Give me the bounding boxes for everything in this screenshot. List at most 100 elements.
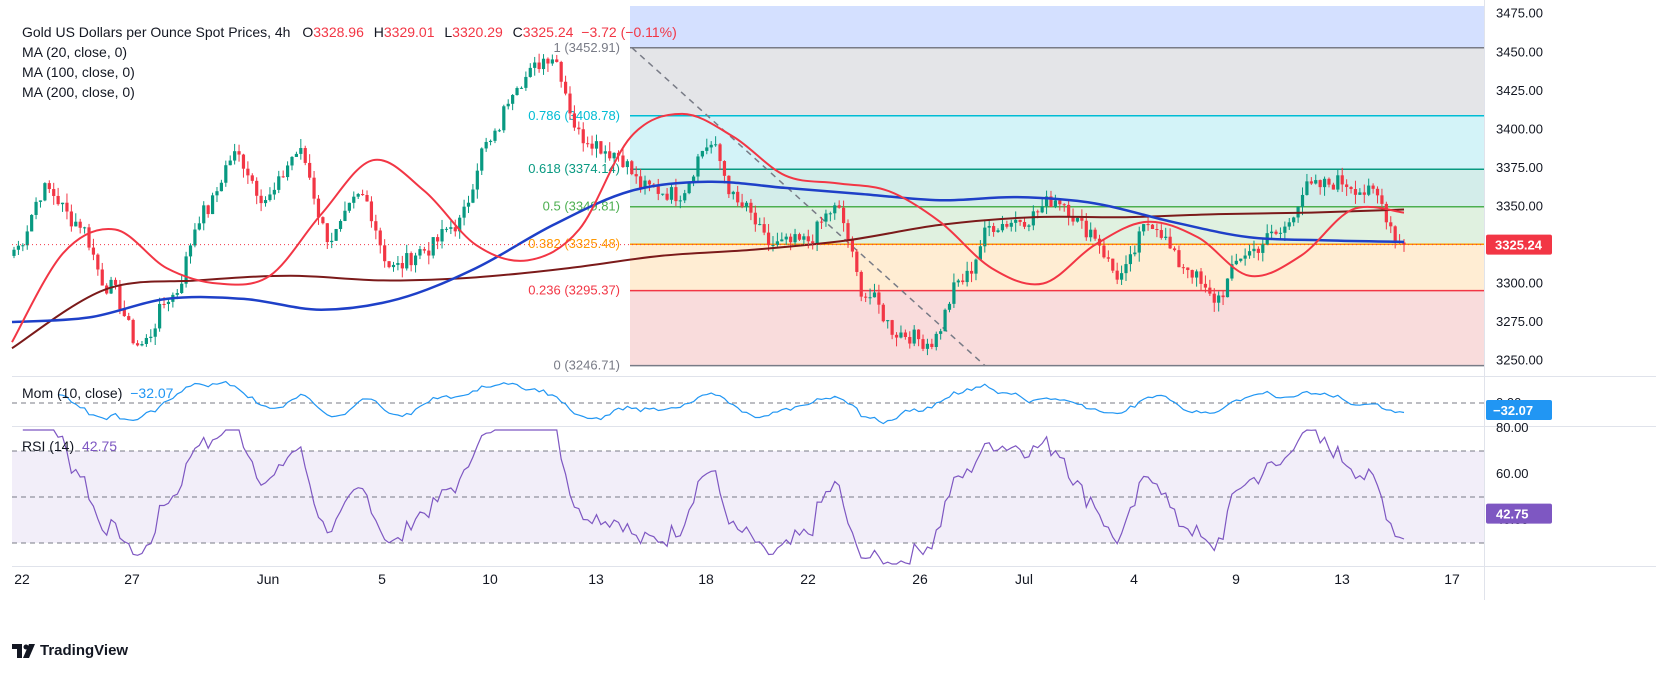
candle-body [846, 223, 850, 241]
candle-body [819, 221, 824, 223]
candle-body [925, 343, 930, 349]
candle-body [1384, 203, 1388, 223]
candle-body [1322, 178, 1327, 188]
indicator-ma20[interactable]: MA (20, close, 0) [22, 44, 128, 60]
candle-body [1327, 178, 1331, 185]
candle-body [1000, 223, 1005, 231]
candle-body [899, 332, 903, 338]
candle-body [559, 61, 563, 82]
candle-body [797, 234, 802, 240]
indicator-ma100[interactable]: MA (100, close, 0) [22, 64, 135, 80]
candle-body [34, 201, 38, 215]
candle-body [83, 227, 87, 229]
candle-body [714, 144, 718, 146]
time-tick-label: 9 [1232, 571, 1240, 587]
rsi-label: RSI (14) [22, 438, 75, 454]
candle-body [383, 245, 387, 262]
candle-body [758, 224, 762, 226]
time-tick-label: 10 [482, 571, 498, 587]
candle-body [153, 328, 157, 337]
candle-body [281, 176, 285, 178]
candle-body [753, 212, 757, 225]
rsi-badge-text: 42.75 [1496, 507, 1529, 522]
candle-body [1380, 195, 1384, 204]
candle-body [1115, 270, 1119, 280]
candle-body [1256, 248, 1260, 253]
candle-body [590, 143, 594, 149]
candle-body [894, 334, 899, 338]
candle-body [400, 263, 404, 269]
candle-body [833, 205, 837, 214]
candle-body [127, 316, 131, 320]
candle-body [881, 304, 885, 322]
ohlc-change: −3.72 (−0.11%) [581, 24, 677, 40]
rsi-line [22, 429, 1405, 565]
candle-body [572, 113, 577, 128]
candle-body [1318, 180, 1322, 188]
candle-body [303, 148, 307, 163]
candle-body [537, 62, 541, 70]
candle-body [422, 249, 426, 251]
momentum-legend[interactable]: Mom (10, close) −32.07 [22, 383, 173, 403]
candle-body [1300, 194, 1305, 207]
candle-body [1367, 185, 1371, 195]
candle-body [1044, 196, 1049, 207]
ohlc-open: 3328.96 [313, 24, 364, 40]
candle-body [12, 249, 16, 256]
candle-body [1340, 175, 1344, 185]
candle-body [374, 221, 378, 231]
candle-body [1331, 184, 1335, 190]
candle-body [700, 150, 704, 157]
rsi-legend[interactable]: RSI (14) 42.75 [22, 436, 117, 456]
candle-body [1155, 229, 1159, 231]
candle-body [608, 151, 612, 159]
candle-body [272, 189, 276, 195]
candle-body [180, 283, 184, 294]
rsi-value: 42.75 [82, 438, 118, 454]
candle-body [1402, 242, 1406, 245]
candle-body [859, 271, 863, 297]
time-tick-label: 13 [588, 571, 604, 587]
candle-body [1349, 187, 1353, 190]
candle-body [643, 180, 647, 189]
ohlc-close: 3325.24 [522, 24, 574, 40]
candle-body [956, 280, 960, 283]
candle-body [206, 205, 210, 215]
candle-body [1027, 225, 1031, 227]
candle-body [16, 245, 21, 250]
candle-body [122, 309, 126, 317]
candle-body [555, 59, 559, 62]
candle-body [1283, 226, 1287, 233]
candle-body [1186, 267, 1190, 271]
candle-body [952, 282, 956, 304]
candle-body [1239, 258, 1243, 261]
candle-body [661, 193, 665, 195]
candle-body [338, 220, 343, 230]
candle-body [546, 58, 550, 64]
candle-body [802, 236, 806, 240]
indicator-ma200[interactable]: MA (200, close, 0) [22, 84, 135, 100]
candle-body [630, 161, 634, 175]
candle-body [502, 106, 506, 131]
candle-body [365, 195, 369, 202]
fib-zone [630, 47, 1484, 116]
fib-level-label: 0.618 (3374.14) [528, 161, 620, 176]
time-tick-label: 26 [912, 571, 928, 587]
candle-body [471, 189, 475, 203]
chart-header: Gold US Dollars per Ounce Spot Prices, 4… [22, 24, 677, 40]
price-tick-label: 3275.00 [1496, 314, 1543, 329]
candle-body [1270, 231, 1274, 234]
time-tick-label: Jul [1015, 571, 1033, 587]
candle-body [149, 336, 153, 338]
candle-body [744, 202, 749, 207]
candle-body [56, 195, 60, 205]
candle-body [855, 251, 859, 272]
candle-body [1274, 231, 1278, 234]
candle-body [427, 250, 431, 256]
ma100-line [11, 180, 1405, 324]
candle-body [166, 301, 171, 305]
candle-body [277, 176, 281, 190]
candle-body [69, 211, 73, 227]
price-tick-label: 3450.00 [1496, 44, 1543, 59]
